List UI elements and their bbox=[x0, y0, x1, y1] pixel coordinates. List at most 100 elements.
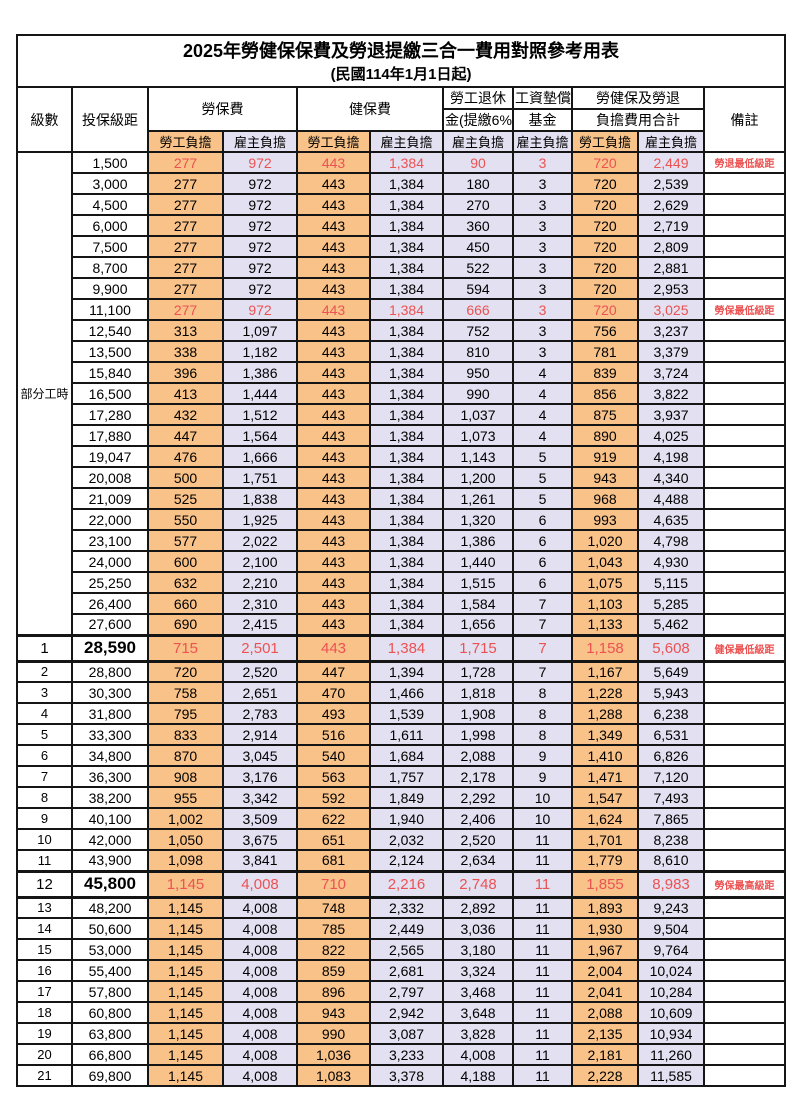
cell-health-employee: 859 bbox=[296, 959, 371, 982]
cell-remark bbox=[702, 235, 787, 258]
cell-pension-employer: 2,892 bbox=[442, 896, 514, 919]
cell-total-employee: 1,075 bbox=[571, 571, 639, 594]
cell-health-employer: 1,384 bbox=[369, 445, 444, 468]
cell-pension-employer: 90 bbox=[442, 151, 514, 174]
cell-wagefund-employer: 6 bbox=[512, 508, 573, 531]
cell-remark bbox=[702, 340, 787, 363]
table-row: 21,009 525 1,838 443 1,384 1,261 5 968 4,488 bbox=[17, 487, 787, 510]
cell-remark bbox=[702, 487, 787, 510]
cell-labor-employee: 500 bbox=[147, 466, 224, 489]
cell-total-employer: 3,822 bbox=[637, 382, 705, 405]
cell-wagefund-employer: 11 bbox=[512, 917, 573, 940]
table-row: 21 69,800 1,145 4,008 1,083 3,378 4,188 11 2,228… bbox=[16, 1064, 787, 1087]
table-row: 23,100 577 2,022 443 1,384 1,386 6 1,020 4,798 bbox=[17, 529, 787, 552]
table-row: 19,047 476 1,666 443 1,384 1,143 5 919 4,198 bbox=[17, 445, 787, 468]
cell-labor-employer: 2,783 bbox=[222, 702, 298, 725]
cell-labor-employer: 2,501 bbox=[222, 633, 298, 663]
premium-reference-table: 2025年勞健保保費及勞退提繳三合一費用對照參考用表 (民國114年1月1日起)… bbox=[15, 34, 787, 1087]
cell-labor-employer: 1,838 bbox=[222, 487, 298, 510]
cell-total-employer: 3,025 bbox=[637, 298, 705, 321]
cell-labor-employer: 2,022 bbox=[222, 529, 298, 552]
cell-labor-employer: 4,008 bbox=[222, 959, 298, 982]
cell-total-employer: 4,798 bbox=[637, 529, 705, 552]
cell-wagefund-employer: 4 bbox=[512, 424, 573, 447]
cell-wagefund-employer: 3 bbox=[512, 256, 573, 279]
title-cell: 2025年勞健保保費及勞退提繳三合一費用對照參考用表 (民國114年1月1日起) bbox=[15, 34, 787, 88]
cell-total-employer: 4,488 bbox=[637, 487, 705, 510]
cell-labor-employee: 313 bbox=[147, 319, 224, 342]
cell-insured-bracket: 31,800 bbox=[71, 702, 149, 725]
cell-total-employer: 4,930 bbox=[637, 550, 705, 573]
cell-remark bbox=[702, 681, 787, 704]
cell-labor-employer: 1,751 bbox=[222, 466, 298, 489]
cell-health-employee: 785 bbox=[296, 917, 371, 940]
cell-health-employer: 2,449 bbox=[369, 917, 444, 940]
col-header-bracket: 投保級距 bbox=[71, 86, 149, 153]
cell-level: 5 bbox=[16, 723, 73, 746]
cell-labor-employee: 1,145 bbox=[147, 959, 224, 982]
cell-labor-employee: 1,145 bbox=[147, 980, 224, 1003]
cell-remark bbox=[702, 959, 787, 982]
cell-pension-employer: 1,998 bbox=[442, 723, 514, 746]
cell-labor-employer: 4,008 bbox=[222, 1022, 298, 1045]
cell-remark bbox=[702, 571, 787, 594]
cell-labor-employer: 1,666 bbox=[222, 445, 298, 468]
cell-wagefund-employer: 11 bbox=[512, 849, 573, 872]
cell-total-employee: 875 bbox=[571, 403, 639, 426]
cell-labor-employee: 1,145 bbox=[147, 917, 224, 940]
cell-health-employer: 1,384 bbox=[369, 298, 444, 321]
col-header-total-line2: 負擔費用合計 bbox=[571, 108, 705, 132]
cell-labor-employer: 3,342 bbox=[222, 786, 298, 809]
cell-pension-employer: 1,715 bbox=[442, 633, 514, 663]
col-header-remark: 備註 bbox=[702, 86, 787, 153]
cell-total-employee: 1,893 bbox=[571, 896, 639, 919]
cell-wagefund-employer: 4 bbox=[512, 403, 573, 426]
cell-insured-bracket: 17,880 bbox=[71, 424, 149, 447]
table-row: 10 42,000 1,050 3,675 651 2,032 2,520 11 1,701 8,… bbox=[16, 828, 787, 851]
header-row-group-2: 金(提繳6%) 基金 負擔費用合計 bbox=[17, 108, 785, 132]
part-time-label: 部分工時 bbox=[16, 151, 73, 636]
cell-labor-employee: 660 bbox=[147, 592, 224, 615]
cell-health-employer: 1,384 bbox=[369, 633, 444, 663]
cell-level: 16 bbox=[16, 959, 73, 982]
cell-insured-bracket: 69,800 bbox=[71, 1064, 149, 1087]
cell-health-employee: 681 bbox=[296, 849, 371, 872]
cell-wagefund-employer: 3 bbox=[512, 151, 573, 174]
cell-total-employee: 1,158 bbox=[571, 633, 639, 663]
cell-total-employee: 1,471 bbox=[571, 765, 639, 788]
cell-pension-employer: 1,728 bbox=[442, 660, 514, 683]
cell-health-employer: 1,384 bbox=[369, 361, 444, 384]
table-row: 12 45,800 1,145 4,008 710 2,216 2,748 11 1,855 8,… bbox=[16, 869, 787, 899]
cell-health-employee: 822 bbox=[296, 938, 371, 961]
cell-health-employer: 3,378 bbox=[369, 1064, 444, 1087]
cell-health-employer: 2,681 bbox=[369, 959, 444, 982]
cell-labor-employee: 277 bbox=[147, 256, 224, 279]
cell-wagefund-employer: 11 bbox=[512, 828, 573, 851]
cell-remark bbox=[702, 786, 787, 809]
cell-remark bbox=[702, 319, 787, 342]
cell-labor-employer: 972 bbox=[222, 277, 298, 300]
cell-pension-employer: 3,468 bbox=[442, 980, 514, 1003]
table-row: 9 40,100 1,002 3,509 622 1,940 2,406 10 1,624 7,8… bbox=[16, 807, 787, 830]
cell-insured-bracket: 42,000 bbox=[71, 828, 149, 851]
cell-health-employer: 1,384 bbox=[369, 466, 444, 489]
cell-labor-employer: 2,100 bbox=[222, 550, 298, 573]
cell-health-employee: 447 bbox=[296, 660, 371, 683]
cell-pension-employer: 4,008 bbox=[442, 1043, 514, 1066]
cell-insured-bracket: 4,500 bbox=[71, 193, 149, 216]
table-row: 6 34,800 870 3,045 540 1,684 2,088 9 1,410 6,826 bbox=[16, 744, 787, 767]
cell-labor-employer: 3,509 bbox=[222, 807, 298, 830]
table-row: 16 55,400 1,145 4,008 859 2,681 3,324 11 2,004 10… bbox=[16, 959, 787, 982]
table-row: 14 50,600 1,145 4,008 785 2,449 3,036 11 1,930 9,… bbox=[16, 917, 787, 940]
cell-total-employer: 9,504 bbox=[637, 917, 705, 940]
cell-insured-bracket: 66,800 bbox=[71, 1043, 149, 1066]
cell-level: 18 bbox=[16, 1001, 73, 1024]
cell-total-employee: 720 bbox=[571, 235, 639, 258]
cell-wagefund-employer: 10 bbox=[512, 807, 573, 830]
cell-total-employer: 4,198 bbox=[637, 445, 705, 468]
table-row: 17,280 432 1,512 443 1,384 1,037 4 875 3,937 bbox=[17, 403, 787, 426]
table-row: 26,400 660 2,310 443 1,384 1,584 7 1,103 5,285 bbox=[17, 592, 787, 615]
cell-labor-employee: 447 bbox=[147, 424, 224, 447]
cell-pension-employer: 2,520 bbox=[442, 828, 514, 851]
table-row: 13 48,200 1,145 4,008 748 2,332 2,892 11 1,893 9,… bbox=[16, 896, 787, 919]
